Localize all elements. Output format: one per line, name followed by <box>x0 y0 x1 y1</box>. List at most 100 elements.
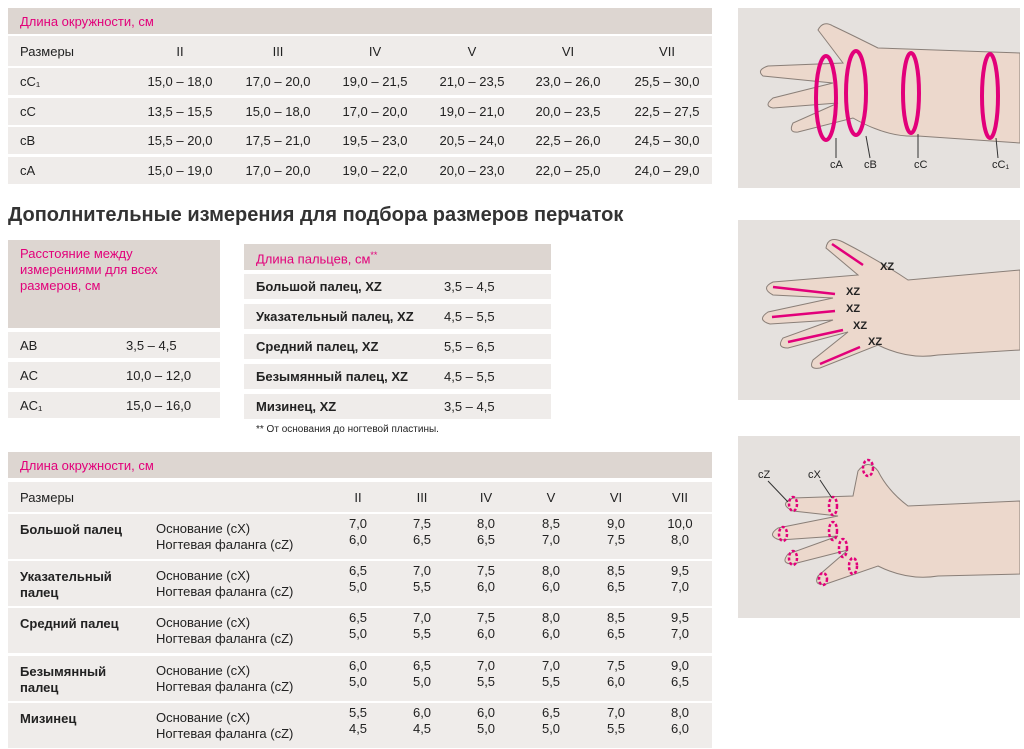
cell: 9,0 <box>670 657 690 673</box>
cell: 5,5 <box>412 626 432 642</box>
cell: 8,0 <box>541 610 561 626</box>
table-row <box>8 655 712 701</box>
table-row <box>8 514 712 559</box>
image-label: cX <box>808 469 822 481</box>
cell: 17,0 – 20,0 <box>342 103 408 119</box>
column-row <box>8 36 712 66</box>
cell: 7,0 <box>670 579 690 595</box>
table-row <box>8 97 712 125</box>
cell: 15,0 – 19,0 <box>147 162 213 178</box>
cell: 13,5 – 15,5 <box>147 103 213 119</box>
row-label: Большой палец <box>20 522 122 537</box>
cell: 6,0 <box>541 579 561 595</box>
cell: 6,5 <box>606 626 626 642</box>
cell: 6,0 <box>348 657 368 673</box>
cell: 5,0 <box>348 673 368 689</box>
cell: 5,5 <box>348 704 368 720</box>
cell: 4,5 – 5,5 <box>444 369 495 384</box>
cell: 3,5 – 4,5 <box>444 279 495 294</box>
row-label: cC <box>20 103 36 119</box>
column-label: III <box>416 490 428 505</box>
cell: 8,0 <box>670 532 690 547</box>
cell: 6,0 <box>476 704 496 720</box>
image-label: XZ <box>880 261 894 273</box>
column-label: VI <box>609 490 623 505</box>
footnote-mark: ** <box>370 250 378 260</box>
sublabel: Ногтевая фаланга (cZ) <box>156 537 294 552</box>
cell: 8,5 <box>541 516 561 531</box>
cell: 4,5 – 5,5 <box>444 309 495 324</box>
table-row <box>244 364 551 389</box>
cell: 8,5 <box>606 563 626 579</box>
cell: 6,5 <box>348 610 368 626</box>
hand-figure-2: XZ XZ XZ XZ XZ <box>738 220 1020 400</box>
cell: 5,5 <box>541 673 561 689</box>
table-row <box>8 68 712 95</box>
image-label: cB <box>864 159 877 171</box>
cell: 7,5 <box>476 610 496 626</box>
row-label: Указательный палец, XZ <box>256 309 414 324</box>
cell: 20,5 – 24,0 <box>439 133 505 148</box>
row-label: AC₁ <box>20 398 43 413</box>
column-label: IV <box>479 490 493 505</box>
cell: 5,5 <box>412 579 432 595</box>
cell: 7,0 <box>541 532 561 547</box>
cell: 5,5 <box>606 720 626 736</box>
table-row <box>8 156 712 184</box>
image-label: cC <box>914 159 928 171</box>
row-label: Большой палец, XZ <box>256 279 382 294</box>
image-label: cZ <box>758 469 771 481</box>
sublabel: Основание (cX) <box>156 521 251 536</box>
cell: 4,5 <box>348 720 368 736</box>
sublabel: Основание (cX) <box>156 709 251 725</box>
cell: 5,5 <box>476 673 496 689</box>
row-label: cB <box>20 133 36 148</box>
cell: 22,5 – 26,0 <box>535 133 601 148</box>
cell: 17,0 – 20,0 <box>245 162 311 178</box>
table-header: Длина пальцев, см** <box>244 244 551 270</box>
cell: 15,0 – 18,0 <box>245 103 311 119</box>
row-label: cA <box>20 162 36 178</box>
cell: 20,0 – 23,0 <box>439 162 505 178</box>
cell: 24,5 – 30,0 <box>634 133 700 148</box>
cell: 7,0 <box>412 563 432 579</box>
cell: 19,0 – 22,0 <box>342 162 408 178</box>
cell: 25,5 – 30,0 <box>634 74 700 89</box>
cell: 7,0 <box>412 610 432 626</box>
table-header: Длина окружности, см <box>8 8 712 34</box>
column-label: Размеры <box>20 44 75 59</box>
hand-figure-3: cZ cX <box>738 436 1020 618</box>
cell: 7,5 <box>476 563 496 579</box>
cell: 5,0 <box>541 720 561 736</box>
row-label: Мизинец, XZ <box>256 399 337 414</box>
column-label: IV <box>368 44 382 59</box>
sublabel: Ногтевая фаланга (cZ) <box>156 678 294 694</box>
table-row <box>8 608 712 654</box>
cell: 6,5 <box>541 704 561 720</box>
cell: 7,0 <box>541 657 561 673</box>
column-label: Размеры <box>20 490 75 505</box>
table-row <box>8 392 220 418</box>
image-label: XZ <box>846 286 860 298</box>
sublabel: Ногтевая фаланга (cZ) <box>156 584 294 600</box>
cell: 20,0 – 23,5 <box>535 103 601 119</box>
footnote: ** От основания до ногтевой пластины. <box>256 424 439 435</box>
cell: 7,0 <box>670 626 690 642</box>
row-label: Безымянный палец, XZ <box>256 369 408 384</box>
hand-figure-1: cA cB cC cC₁ <box>738 8 1020 188</box>
cell: 10,0 – 12,0 <box>126 368 192 383</box>
cell: 19,0 – 21,5 <box>342 74 408 89</box>
column-label: II <box>176 44 184 59</box>
section-heading: Дополнительные измерения для подбора раз… <box>8 204 624 226</box>
cell: 22,0 – 25,0 <box>535 162 601 178</box>
row-label: Указательный палец <box>20 569 112 601</box>
cell: 6,5 <box>606 579 626 595</box>
cell: 5,0 <box>476 720 496 736</box>
cell: 5,0 <box>348 579 368 595</box>
cell: 7,0 <box>476 657 496 673</box>
row-label: AB <box>20 338 38 353</box>
cell: 19,0 – 21,0 <box>439 103 505 119</box>
column-label: V <box>546 490 556 505</box>
